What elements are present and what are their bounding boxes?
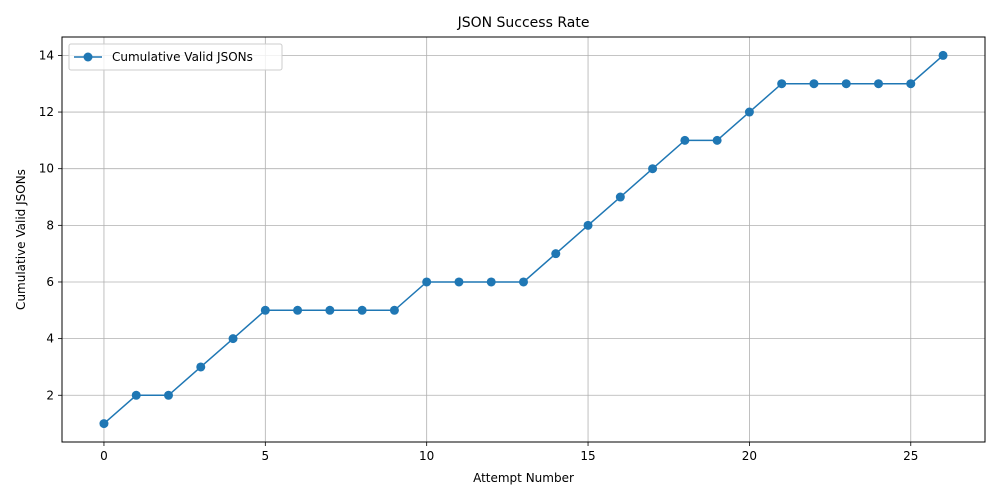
y-tick-label: 10	[39, 162, 54, 176]
data-point	[938, 50, 948, 60]
series-layer	[99, 50, 948, 429]
data-point	[196, 362, 206, 372]
x-tick-label: 25	[903, 449, 918, 463]
data-point	[615, 192, 625, 202]
y-tick-label: 6	[46, 275, 54, 289]
y-tick-label: 12	[39, 105, 54, 119]
legend-box	[68, 43, 283, 71]
data-point	[841, 79, 851, 89]
x-tick-label: 20	[742, 449, 757, 463]
data-point	[712, 135, 722, 145]
axis-ticks: 0 5 10 15 20 25 2 4 6 8 10 12 14	[39, 48, 919, 463]
data-point	[648, 164, 658, 174]
data-point	[99, 419, 109, 429]
data-point	[680, 135, 690, 145]
data-point	[131, 390, 141, 400]
y-tick-label: 4	[46, 332, 54, 346]
plot-frame	[61, 36, 986, 443]
data-point	[486, 277, 496, 287]
data-point	[874, 79, 883, 89]
y-tick-label: 2	[46, 388, 54, 402]
legend-label: Cumulative Valid JSONs	[112, 50, 253, 64]
y-axis-label: Cumulative Valid JSONs	[14, 169, 28, 310]
x-axis-label: Attempt Number	[473, 471, 574, 485]
data-point	[551, 249, 561, 259]
x-tick-label: 10	[419, 449, 434, 463]
data-point	[357, 305, 367, 315]
data-point	[325, 305, 335, 315]
data-point	[164, 390, 173, 400]
data-point	[454, 277, 464, 287]
data-point	[293, 305, 303, 315]
data-point	[228, 334, 238, 344]
data-point	[809, 79, 819, 89]
x-tick-label: 15	[580, 449, 595, 463]
x-tick-label: 5	[261, 449, 269, 463]
y-tick-label: 14	[39, 48, 54, 62]
data-point	[906, 79, 916, 89]
data-point	[777, 79, 787, 89]
legend: Cumulative Valid JSONs	[68, 43, 283, 71]
data-point	[744, 107, 754, 117]
data-point	[519, 277, 528, 287]
chart-title: JSON Success Rate	[457, 15, 590, 31]
data-point	[389, 305, 399, 315]
legend-marker-swatch	[83, 52, 93, 62]
data-point	[583, 220, 593, 230]
y-tick-label: 8	[46, 218, 54, 232]
data-point	[422, 277, 432, 287]
data-point	[260, 305, 270, 315]
x-tick-label: 0	[100, 449, 108, 463]
